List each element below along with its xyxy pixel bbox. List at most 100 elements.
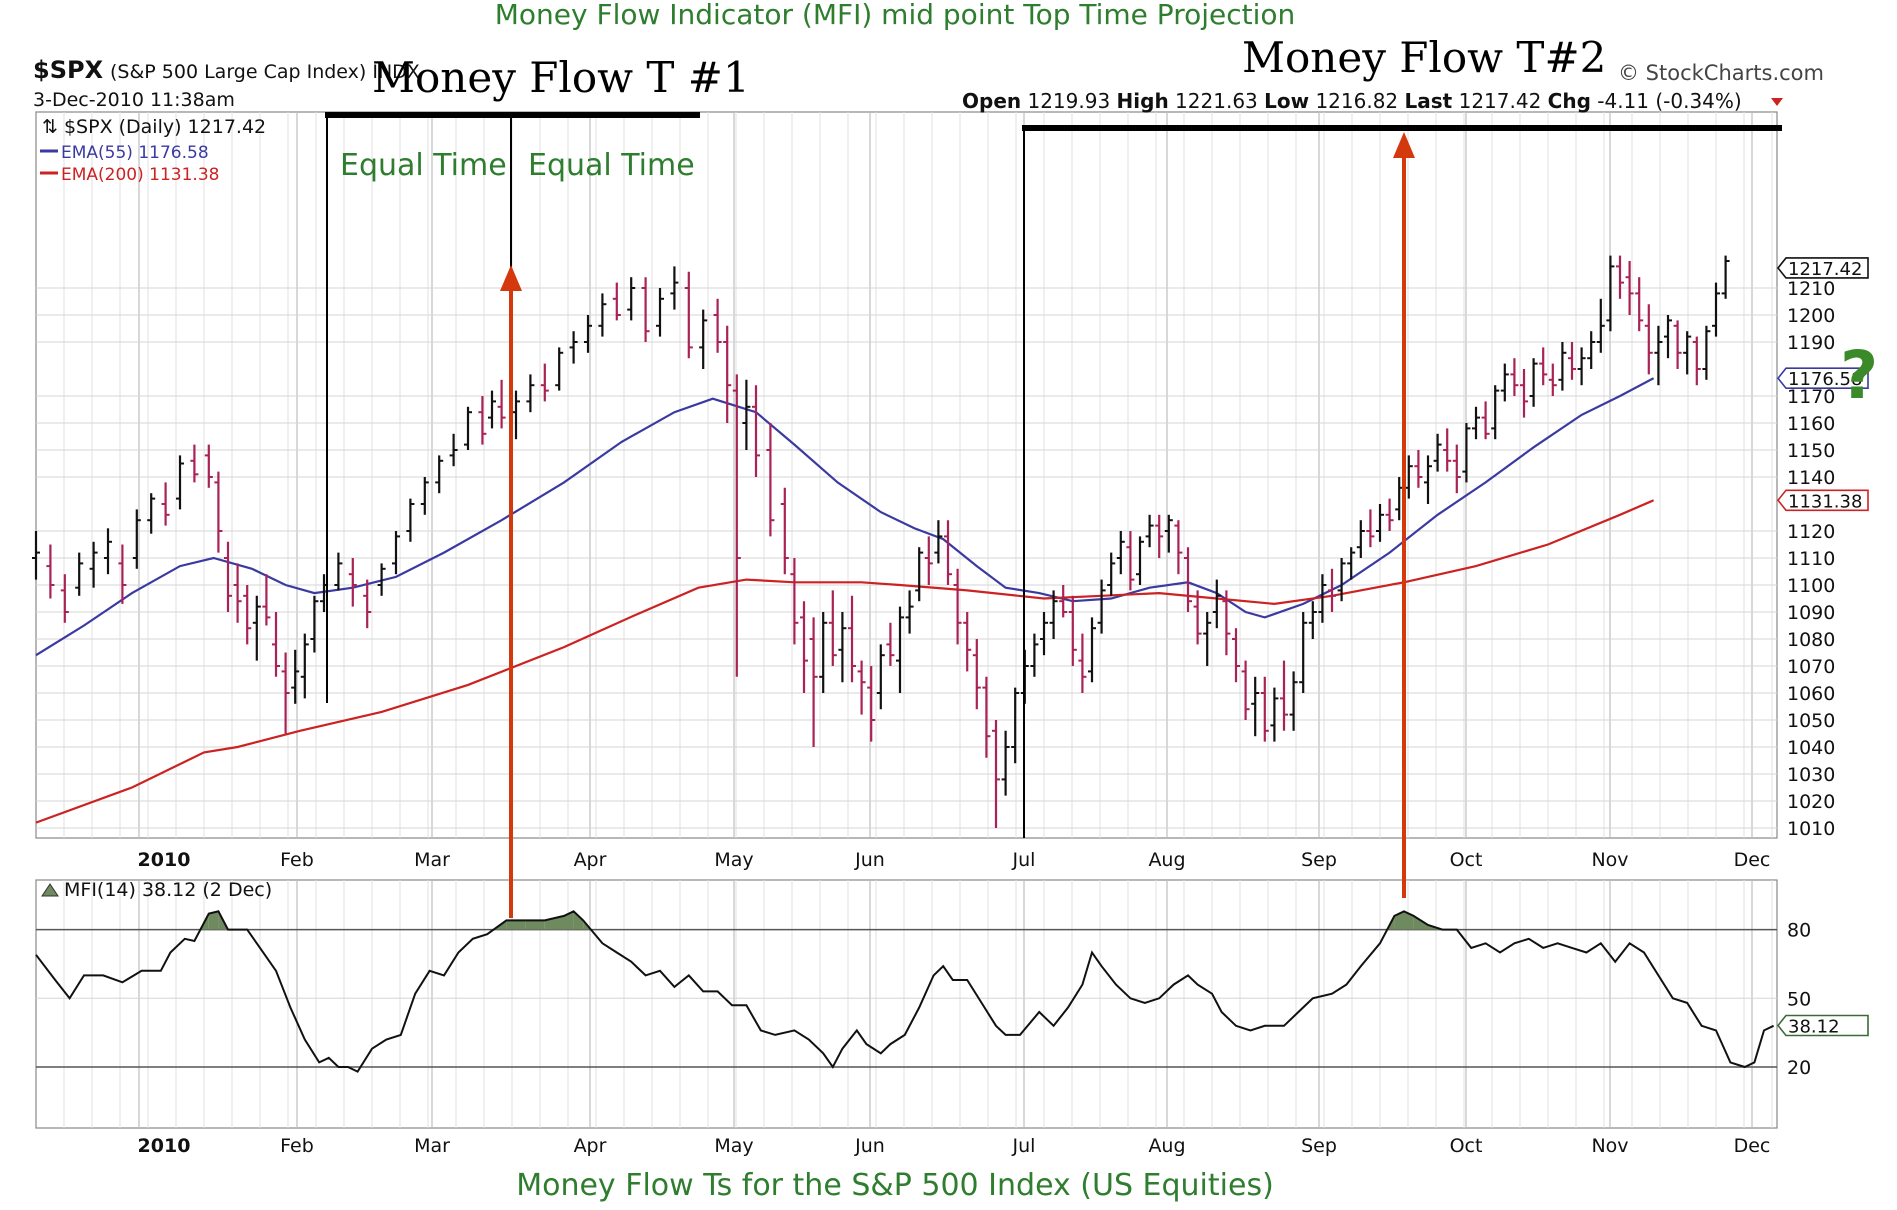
ohlc-bar — [1270, 687, 1279, 742]
ohlc-bar — [1491, 385, 1500, 440]
ohlc-bar — [1212, 579, 1221, 629]
mfi-fill-segment — [506, 920, 526, 930]
ohlc-bar — [1030, 633, 1039, 677]
x-tick-label: Aug — [1148, 1135, 1185, 1157]
ohlc-bar — [1145, 514, 1154, 548]
ohlc-bar — [1529, 358, 1538, 407]
y-tick-label: 1090 — [1787, 602, 1835, 624]
mfi-fill-segment — [1404, 911, 1414, 930]
ohlc-bar — [1587, 331, 1596, 369]
ohlc-bar — [1164, 514, 1173, 553]
ohlc-bar — [272, 612, 280, 677]
ohlc-bar — [627, 277, 636, 321]
ohlc-bar — [1011, 687, 1020, 764]
ohlc-bar — [1049, 590, 1058, 639]
mf2-label: Money Flow T#2 — [1242, 33, 1606, 82]
ohlc-bar — [1193, 590, 1202, 645]
ohlc-bar — [449, 433, 458, 467]
ohlc-bar — [1443, 428, 1452, 472]
ohlc-bar — [1510, 358, 1519, 396]
ohlc-bar — [104, 528, 112, 575]
ema55-value-tag-text: 1176.58 — [1788, 369, 1862, 390]
ohlc-bar — [766, 423, 775, 537]
ohlc-bar — [1616, 255, 1624, 299]
mfi-value-tag: 38.12 — [1776, 1014, 1869, 1038]
y-tick-label: 1110 — [1787, 548, 1835, 570]
ohlc-bars — [32, 255, 1730, 828]
ema200-value-tag-box — [1776, 489, 1869, 512]
ohlc-bar — [1241, 660, 1250, 720]
ohlc-bar — [1385, 498, 1394, 531]
ohlc-bar — [848, 595, 856, 683]
ohlc-bar — [435, 455, 444, 494]
change-down-icon — [1771, 98, 1783, 106]
ohlc-bar — [1481, 401, 1490, 440]
ohlc-bar — [1126, 531, 1135, 591]
ohlc-bar — [857, 660, 866, 715]
ohlc-bar — [742, 379, 751, 450]
ohlc-part: 1219.93 — [1021, 89, 1116, 113]
x-tick-label: Dec — [1734, 849, 1771, 871]
ohlc-bar — [176, 455, 184, 510]
ohlc-bar — [584, 315, 592, 353]
ohlc-bar — [1203, 612, 1212, 666]
x-tick-labels: 2010 2010 Feb Feb Mar Mar Apr Apr May May Jun Jun Ju… — [138, 849, 1771, 1157]
timestamp-label: 3-Dec-2010 11:38am — [33, 89, 235, 111]
y-tick-label: 1120 — [1787, 521, 1835, 543]
mfi-y-tick-label: 80 — [1787, 920, 1811, 942]
ema200-value-tag-text: 1131.38 — [1788, 491, 1862, 512]
ohlc-bar — [204, 444, 213, 488]
ohlc-part: -4.11 (-0.34%) — [1591, 89, 1742, 113]
ohlc-bar — [867, 666, 876, 742]
ohlc-bar — [497, 379, 506, 429]
ohlc-bar — [924, 536, 933, 585]
ohlc-bar — [752, 385, 760, 477]
ohlc-bar — [953, 568, 962, 645]
x-tick-label: Aug — [1148, 849, 1185, 871]
ohlc-bar — [1577, 347, 1586, 386]
ohlc-part: High — [1117, 89, 1169, 113]
y-tick-label: 1200 — [1787, 305, 1835, 327]
ohlc-bar — [905, 590, 914, 634]
ohlc-bar — [1059, 585, 1068, 618]
ohlc-bar — [190, 444, 199, 483]
x-tick-label: Oct — [1450, 849, 1483, 871]
y-tick-label: 1160 — [1787, 413, 1835, 435]
y-tick-label: 1070 — [1787, 656, 1835, 678]
last-price-tag: 1217.42 — [1776, 257, 1869, 280]
ohlc-bar — [252, 595, 261, 661]
x-tick-label: Nov — [1591, 849, 1628, 871]
ohlc-bar — [1683, 331, 1692, 375]
x-tick-label: 2010 — [138, 849, 191, 871]
ohlc-bar — [641, 277, 650, 342]
symbol-label: $SPX — [33, 56, 104, 84]
y-tick-label: 1030 — [1787, 764, 1835, 786]
y-tick-label: 1150 — [1787, 440, 1835, 462]
ohlc-bar — [1347, 547, 1356, 580]
mf1-arrow — [500, 265, 522, 918]
mfi-fill-segment — [544, 915, 564, 930]
ohlc-bar — [819, 612, 828, 693]
ohlc-bar — [488, 390, 496, 429]
ohlc-bar — [828, 590, 837, 666]
ohlc-bar — [46, 544, 55, 599]
mfi-overbought-fill — [200, 911, 1443, 930]
x-tick-label: Dec — [1734, 1135, 1771, 1157]
y-tick-label: 1040 — [1787, 737, 1835, 759]
ohlc-bar — [377, 563, 386, 596]
last-price-tag-box — [1776, 257, 1869, 279]
ohlc-bar — [1712, 282, 1720, 337]
index-name-label: (S&P 500 Large Cap Index) INDX — [110, 61, 420, 83]
mfi-value-tag-box — [1776, 1014, 1869, 1037]
ohlc-bar — [1721, 255, 1730, 299]
ohlc-bar — [262, 574, 271, 626]
ohlc-bar — [713, 298, 722, 353]
ohlc-bar — [800, 601, 808, 693]
ohlc-bar — [1251, 676, 1260, 737]
mfi-fill-segment — [573, 911, 584, 930]
mfi-fill-segment — [208, 911, 219, 930]
ohlc-bar — [1625, 261, 1634, 315]
ohlc-bar — [147, 493, 156, 534]
ohlc-bar — [60, 574, 69, 623]
